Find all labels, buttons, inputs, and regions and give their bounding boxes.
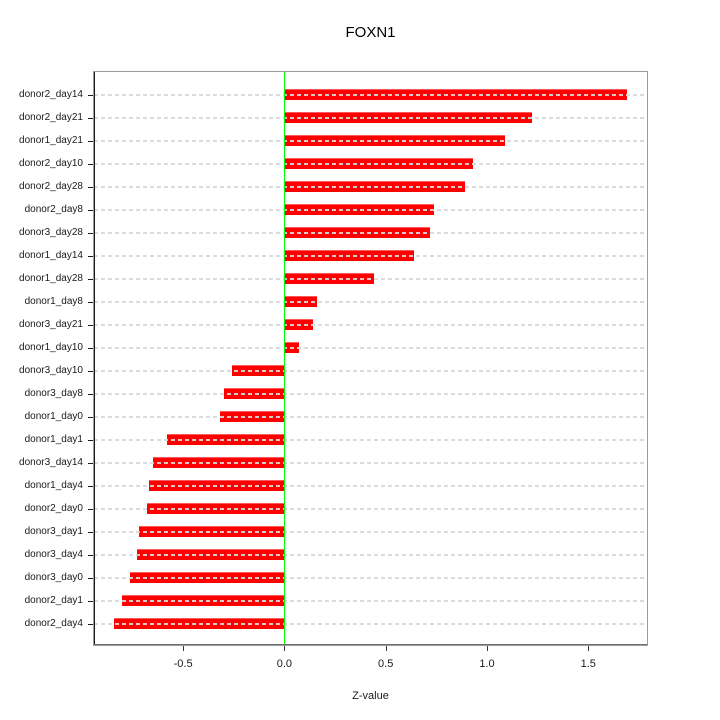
x-tick: [486, 646, 488, 651]
gridline: [94, 323, 647, 326]
gridline: [94, 530, 647, 533]
x-tick-label: 0.5: [378, 658, 394, 670]
gridline: [94, 139, 647, 142]
category-label: donor3_day14: [19, 456, 83, 468]
gridline: [94, 392, 647, 395]
y-tick: [88, 577, 93, 579]
category-label: donor1_day1: [24, 433, 83, 445]
category-label: donor2_day0: [24, 502, 83, 514]
y-tick: [88, 232, 93, 234]
gridline: [94, 208, 647, 211]
category-label: donor2_day10: [19, 157, 83, 169]
category-label: donor3_day1: [24, 525, 83, 537]
x-tick-label: 0.0: [276, 658, 293, 670]
x-tick-label: 1.0: [479, 658, 495, 670]
category-label: donor3_day28: [19, 226, 83, 238]
gridline: [94, 622, 647, 625]
gridline: [94, 93, 647, 96]
y-tick: [88, 140, 93, 142]
category-label: donor1_day0: [24, 410, 83, 422]
gridline: [94, 277, 647, 280]
category-label: donor1_day10: [19, 341, 83, 353]
gridline: [94, 300, 647, 303]
y-tick: [88, 416, 93, 418]
y-tick: [88, 508, 93, 510]
y-tick: [88, 163, 93, 165]
y-tick: [88, 301, 93, 303]
y-tick: [88, 94, 93, 96]
y-tick: [88, 278, 93, 280]
y-tick: [88, 554, 93, 556]
y-tick: [88, 347, 93, 349]
category-label: donor1_day14: [19, 249, 83, 261]
category-label: donor2_day4: [24, 617, 83, 629]
y-tick: [88, 186, 93, 188]
x-tick: [588, 646, 590, 651]
gridline: [94, 599, 647, 602]
gridline: [94, 461, 647, 464]
x-tick-label: -0.5: [173, 658, 193, 670]
y-tick: [88, 623, 93, 625]
y-tick: [88, 370, 93, 372]
category-label: donor2_day21: [19, 111, 83, 123]
gridline: [94, 507, 647, 510]
x-tick-label: 1.5: [580, 658, 596, 670]
category-label: donor2_day14: [19, 88, 83, 100]
category-label: donor1_day28: [19, 272, 83, 284]
gridline: [94, 553, 647, 556]
category-label: donor1_day8: [24, 295, 83, 307]
gridline: [94, 231, 647, 234]
y-tick: [88, 439, 93, 441]
gridline: [94, 254, 647, 257]
category-label: donor3_day10: [19, 364, 83, 376]
y-tick: [88, 209, 93, 211]
gridline: [94, 415, 647, 418]
gridline: [94, 162, 647, 165]
y-tick: [88, 117, 93, 119]
y-tick: [88, 255, 93, 257]
y-tick: [88, 600, 93, 602]
category-label: donor1_day21: [19, 134, 83, 146]
category-label: donor3_day4: [24, 548, 83, 560]
category-label: donor2_day1: [24, 594, 83, 606]
category-label: donor3_day8: [24, 387, 83, 399]
gridline: [94, 369, 647, 372]
gridline: [94, 484, 647, 487]
x-tick: [183, 646, 185, 651]
y-tick: [88, 324, 93, 326]
y-tick: [88, 393, 93, 395]
x-tick: [385, 646, 387, 651]
x-tick: [284, 646, 286, 651]
gridline: [94, 185, 647, 188]
x-axis-line: [94, 644, 647, 645]
category-label: donor2_day8: [24, 203, 83, 215]
x-axis-title: Z-value: [352, 690, 389, 702]
y-axis-line: [94, 72, 95, 645]
gridline: [94, 438, 647, 441]
y-tick: [88, 531, 93, 533]
y-tick: [88, 462, 93, 464]
y-tick: [88, 485, 93, 487]
category-label: donor3_day0: [24, 571, 83, 583]
chart-title: FOXN1: [345, 24, 396, 41]
gridline: [94, 116, 647, 119]
category-label: donor3_day21: [19, 318, 83, 330]
category-label: donor2_day28: [19, 180, 83, 192]
plot-area: [93, 71, 648, 646]
gridline: [94, 576, 647, 579]
zero-baseline: [283, 72, 286, 645]
category-label: donor1_day4: [24, 479, 83, 491]
gridline: [94, 346, 647, 349]
